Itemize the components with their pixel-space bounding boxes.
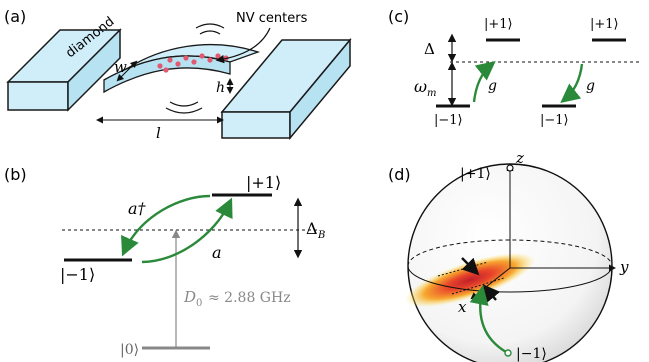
level-minus-b-label: |−1⟩ (60, 265, 95, 284)
level-plus-c-right-label: |+1⟩ (590, 17, 619, 32)
a-dagger-label: a† (128, 199, 147, 218)
h-label: h (216, 80, 225, 96)
minus-state-label: |−1⟩ (516, 346, 547, 362)
vibration-arc-top-inner (199, 30, 221, 35)
d0-value: ≈ 2.88 GHz (208, 290, 291, 306)
squeeze-dotted-line-2 (451, 277, 505, 295)
right-block (220, 37, 352, 141)
panel-a-label: (a) (4, 7, 26, 26)
panel-c-label: (c) (388, 7, 409, 26)
equator-front (407, 265, 613, 293)
vibration-arc-top-outer (195, 23, 225, 29)
omega-m-symbol: ω (414, 77, 427, 96)
panel-a: (a) diamond (4, 7, 352, 142)
level-minus-c-left-label: |−1⟩ (434, 113, 463, 128)
l-label: l (156, 124, 161, 142)
vibration-arc-bottom-outer (165, 107, 203, 114)
equator-back (407, 239, 613, 267)
d0-subscript: 0 (196, 298, 202, 309)
g-left-label: g (488, 78, 497, 94)
squeeze-arrow-top (461, 257, 480, 276)
d0-symbol: D (183, 288, 196, 306)
green-trajectory (469, 285, 507, 354)
arrow-g-left (472, 60, 496, 103)
level-zero-b-label: |0⟩ (120, 342, 139, 358)
panel-d: (d) z |+1⟩ y x |−1⟩ (388, 149, 629, 362)
g-right-label: g (586, 78, 595, 94)
delta-b-symbol: Δ (306, 219, 318, 238)
a-label: a (212, 243, 222, 262)
arrow-g-right (560, 63, 584, 104)
left-block (6, 28, 122, 112)
y-label: y (619, 258, 629, 276)
w-dimension (116, 60, 138, 82)
delta-c-label: Δ (424, 40, 435, 58)
level-plus-c-left-label: |+1⟩ (484, 17, 513, 32)
plus-state-label: |+1⟩ (460, 166, 491, 182)
squeezed-state-blob (405, 252, 535, 308)
south-pole-marker (504, 349, 512, 357)
nv-dots (157, 53, 229, 73)
w-label: w (114, 58, 127, 76)
vibration-arc-bottom-inner (169, 101, 199, 107)
panel-b-label: (b) (4, 165, 27, 184)
arrow-a-dagger (121, 194, 211, 257)
delta-b-subscript: B (317, 230, 325, 241)
x-label: x (458, 298, 467, 316)
beam (103, 43, 261, 94)
z-label: z (515, 149, 524, 167)
panel-d-label: (d) (388, 165, 411, 184)
level-minus-c-right-label: |−1⟩ (540, 113, 569, 128)
panel-c: (c) |+1⟩ |+1⟩ |−1⟩ |−1⟩ Δ ω m g g (388, 7, 640, 128)
nv-centers-label: NV centers (236, 11, 308, 26)
nv-centers-pointer (215, 27, 271, 64)
level-plus-b-label: |+1⟩ (246, 173, 281, 192)
arrow-a (141, 197, 233, 264)
north-pole-marker (506, 164, 514, 172)
omega-m-subscript: m (427, 88, 436, 99)
panel-b: (b) |+1⟩ |−1⟩ |0⟩ D 0 ≈ 2.88 GHz a† a Δ … (4, 165, 325, 358)
